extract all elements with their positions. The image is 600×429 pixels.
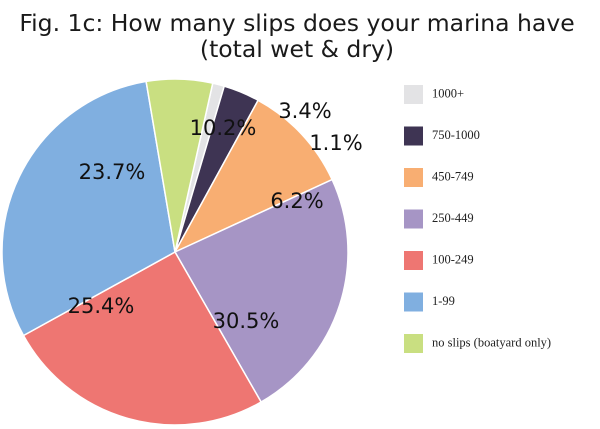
slice-value-label-250-449: 23.7% [79, 160, 146, 184]
legend-swatch-750-1000 [404, 126, 423, 146]
pie-slice-450-749 [173, 99, 334, 254]
pie-slice-1-99 [1, 80, 176, 337]
legend-swatch-250-449 [404, 209, 423, 229]
pie-slices [1, 78, 349, 426]
pie-slice-no-slips-boatyard-only [145, 78, 214, 253]
legend-label-no-slips-boatyard-only: no slips (boatyard only) [432, 335, 551, 349]
slice-value-label-100-249: 25.4% [68, 294, 135, 318]
slice-value-label-no-slips-boatyard-only: 6.2% [270, 189, 323, 213]
legend-swatch-100-249 [404, 251, 423, 270]
slice-value-label-1-99: 30.5% [213, 309, 280, 333]
legend-label-750-1000: 750-1000 [432, 128, 480, 142]
slice-value-label-750-1000: 3.4% [278, 99, 331, 123]
chart-title-line-2: (total wet & dry) [200, 35, 394, 63]
slice-value-label-1000: 1.1% [309, 131, 362, 155]
legend-swatch-1000 [404, 85, 423, 104]
legend-label-450-749: 450-749 [432, 169, 474, 183]
legend-label-100-249: 100-249 [432, 252, 474, 266]
slice-value-label-450-749: 10.2% [190, 116, 257, 140]
legend-swatch-1-99 [404, 292, 423, 312]
legend-label-250-449: 250-449 [432, 211, 474, 225]
legend-swatch-no-slips-boatyard-only [404, 334, 423, 353]
pie-value-labels: 1.1% 3.4% 10.2% 23.7% 25.4% 30.5% 6.2% [68, 99, 363, 333]
chart-legend: 1000+ 750-1000 450-749 250-449 100-249 1-99 no… [404, 85, 551, 353]
legend-label-1-99: 1-99 [432, 294, 455, 308]
pie-slice-100-249 [22, 250, 263, 426]
chart-title-line-1: Fig. 1c: How many slips does your marina… [19, 9, 574, 37]
legend-swatch-450-749 [404, 168, 423, 187]
pie-slice-250-449 [173, 178, 349, 404]
legend-label-1000: 1000+ [432, 86, 464, 100]
